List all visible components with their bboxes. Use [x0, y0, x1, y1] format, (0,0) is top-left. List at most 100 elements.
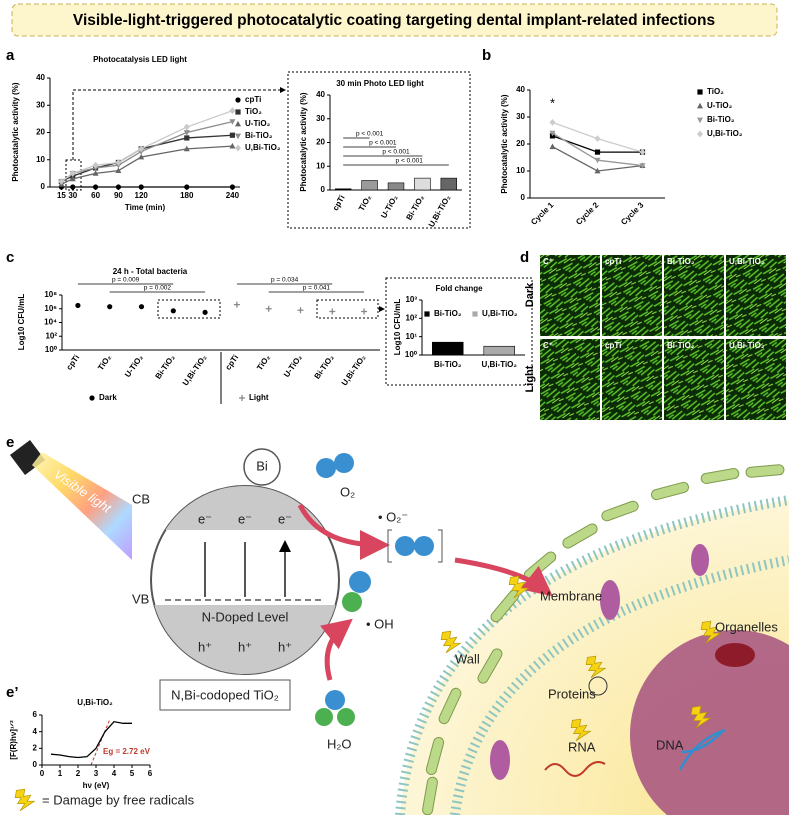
marker [92, 170, 99, 176]
micrograph-label: C⁺ [543, 257, 553, 266]
y-tick-label: 10⁸ [44, 290, 57, 299]
y-tick-label: 10² [405, 313, 417, 322]
legend-label: U,Bi-TiO₂ [245, 143, 281, 152]
marker [239, 395, 245, 401]
y-tick-label: 10 [36, 155, 45, 164]
wall-rod [560, 521, 600, 551]
annotation: p = 0.009 [112, 277, 140, 284]
marker [115, 184, 121, 190]
x-tick-label: Bi-TiO₂ [154, 353, 177, 381]
x-tick-label: 90 [114, 191, 123, 200]
marker [89, 395, 95, 401]
legend-label: U,Bi-TiO₂ [482, 309, 518, 318]
micrographs: Dark C⁺ cpTi Bi-TiO₂ U,Bi-TiO₂ Light C⁺ cpTi Bi-… [524, 255, 786, 420]
y-tick-label: 0 [321, 185, 326, 194]
y-axis-label: Log10 CFU/mL [17, 294, 26, 351]
hole: h⁺ [278, 639, 292, 654]
marker [183, 130, 190, 136]
y-tick-label: 40 [516, 85, 525, 94]
x-tick-label: 30 [68, 191, 77, 200]
micrograph [602, 339, 662, 420]
panel-label: d [520, 249, 529, 266]
micrograph-label: U,Bi-TiO₂ [729, 257, 765, 266]
marker [229, 119, 236, 125]
annotation: Eg = 2.72 eV [103, 747, 151, 756]
x-tick-label: TiO₂ [255, 353, 272, 372]
marker [235, 109, 241, 115]
micrograph [540, 255, 600, 336]
bar [387, 182, 405, 191]
legend-label: U,Bi-TiO₂ [707, 129, 743, 138]
y-tick-label: 20 [316, 138, 325, 147]
hole: h⁺ [198, 639, 212, 654]
annotation: p < 0.001 [369, 140, 397, 147]
annotation: p < 0.001 [396, 158, 424, 165]
annotation: p < 0.001 [382, 149, 410, 156]
attack-arrow [454, 557, 553, 597]
cb-label: CB [132, 491, 150, 506]
membrane-protein [490, 740, 510, 780]
y-tick-label: 10¹ [405, 332, 417, 341]
bar [414, 177, 431, 191]
x-tick-label: 60 [91, 191, 100, 200]
marker [594, 167, 601, 174]
marker [58, 178, 65, 185]
x-tick-label: 6 [148, 769, 153, 778]
legend-label: Bi-TiO₂ [245, 131, 273, 140]
proteins-label: Proteins [548, 686, 596, 701]
y-tick-label: 0 [33, 760, 38, 769]
rna-label: RNA [568, 739, 596, 754]
oxygen-atom [395, 536, 415, 556]
panel-label: e [6, 434, 14, 451]
y-tick-label: 10⁰ [45, 345, 58, 354]
marker [93, 184, 99, 190]
light-beam [32, 452, 132, 560]
title-banner [11, 3, 778, 37]
marker [184, 135, 190, 141]
marker [138, 304, 145, 310]
micrograph-label: Bi-TiO₂ [667, 257, 695, 266]
y-axis-label: Log10 CFU/mL [393, 299, 402, 356]
y-axis-label: Photocatalytic activity (%) [299, 92, 308, 191]
organelles-label: Organelles [715, 619, 778, 634]
annotation: p = 0.002 [144, 285, 172, 292]
series-line [61, 120, 233, 183]
excitation-arrows [204, 542, 285, 597]
micrograph [664, 255, 724, 336]
legend-label: Bi-TiO₂ [434, 309, 462, 318]
dna-label: DNA [656, 737, 684, 752]
y-tick-label: 4 [33, 727, 38, 736]
marker [594, 157, 601, 164]
panel-label: e’ [6, 684, 19, 701]
inset-frame [287, 71, 471, 229]
zoom-box [157, 299, 221, 319]
chart-title: 24 h - Total bacteria [113, 267, 188, 276]
chart-title: 30 min Photo LED light [336, 79, 424, 88]
panel-label: c [6, 249, 14, 266]
marker [297, 307, 304, 314]
chart-title: Fold change [435, 284, 483, 293]
marker [265, 305, 272, 312]
y-tick-label: 30 [36, 100, 45, 109]
wall-rod [699, 467, 741, 485]
x-tick-label: U,Bi-TiO₂ [181, 353, 209, 388]
series-line [61, 145, 233, 185]
marker [639, 148, 646, 156]
marker [697, 102, 703, 109]
micrograph [726, 339, 786, 420]
marker [69, 169, 76, 177]
marker [361, 308, 368, 315]
marker [202, 309, 208, 315]
wall-label: Wall [455, 651, 480, 666]
marker [594, 149, 601, 155]
y-axis-label: [F(R)hν]¹ᐟ² [9, 720, 18, 760]
chart-title: U,Bi-TiO₂ [77, 698, 113, 707]
y-tick-label: 10⁴ [44, 318, 57, 327]
marker [549, 119, 556, 126]
legend-label: Dark [99, 393, 117, 402]
y-tick-label: 10 [516, 166, 525, 175]
bi-label: Bi [256, 458, 268, 473]
membrane-label: Membrane [540, 588, 602, 603]
marker [75, 302, 81, 309]
